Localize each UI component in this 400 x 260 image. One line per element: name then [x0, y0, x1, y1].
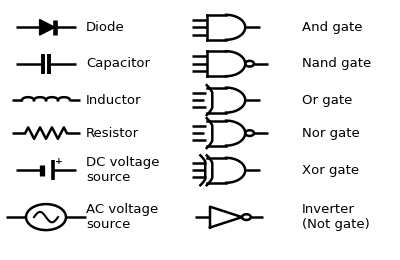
Text: Nor gate: Nor gate	[302, 127, 360, 140]
Text: Nand gate: Nand gate	[302, 57, 371, 70]
Text: Diode: Diode	[86, 21, 125, 34]
Text: DC voltage
source: DC voltage source	[86, 156, 160, 184]
Text: Capacitor: Capacitor	[86, 57, 150, 70]
Text: And gate: And gate	[302, 21, 362, 34]
Text: Inductor: Inductor	[86, 94, 142, 107]
Text: Xor gate: Xor gate	[302, 164, 359, 177]
Text: +: +	[55, 157, 62, 166]
Text: Resistor: Resistor	[86, 127, 139, 140]
Text: Inverter
(Not gate): Inverter (Not gate)	[302, 203, 370, 231]
Text: Or gate: Or gate	[302, 94, 352, 107]
Polygon shape	[40, 20, 55, 35]
Text: AC voltage
source: AC voltage source	[86, 203, 158, 231]
